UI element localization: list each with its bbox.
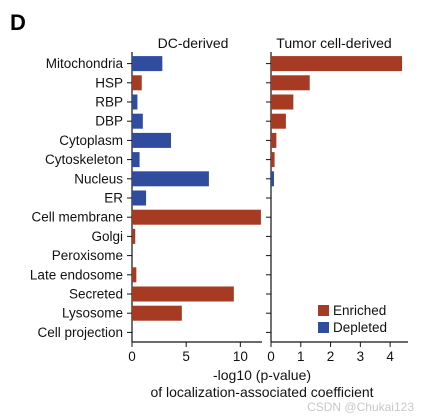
- x-tick-label: 0: [267, 349, 275, 364]
- bar-hsp: [271, 75, 310, 91]
- x-axis-label-line2: of localization-associated coefficient: [150, 384, 373, 400]
- legend-swatch-depleted: [318, 322, 329, 333]
- panel-letter: D: [10, 10, 26, 35]
- bar-cytoskeleton: [271, 152, 275, 168]
- bar-rbp: [271, 94, 294, 110]
- bar-golgi: [132, 228, 136, 244]
- x-tick-label: 4: [386, 349, 394, 364]
- legend-swatch-enriched: [318, 305, 329, 316]
- bar-hsp: [132, 75, 142, 91]
- category-labels: Mitochondria HSP RBP DBP Cytoplasm Cytoskelet…: [30, 56, 124, 340]
- watermark: CSDN @Chukai123: [307, 400, 414, 414]
- panel-2-plot: 0 1 2 3 4: [266, 52, 408, 364]
- x-axis-label-line1: -log10 (p-value): [213, 367, 311, 383]
- panel-2-title: Tumor cell-derived: [276, 35, 391, 51]
- legend: Enriched Depleted: [318, 303, 387, 335]
- category-label: Late endosome: [30, 267, 123, 282]
- x-tick-label: 2: [327, 349, 335, 364]
- category-label: RBP: [95, 95, 123, 110]
- category-label: Cell projection: [37, 325, 123, 340]
- category-label: Lysosome: [62, 306, 123, 321]
- legend-label-depleted: Depleted: [333, 320, 387, 335]
- category-label: Nucleus: [74, 171, 123, 186]
- bar-rbp: [132, 94, 138, 110]
- bar-late-endosome: [132, 267, 137, 283]
- bar-lysosome: [132, 305, 182, 321]
- category-label: DBP: [95, 114, 123, 129]
- category-label: Golgi: [91, 229, 123, 244]
- bar-cytoskeleton: [132, 152, 140, 168]
- category-label: Cytoskeleton: [45, 152, 123, 167]
- bar-cell-membrane: [132, 209, 261, 225]
- category-label: Cell membrane: [31, 210, 123, 225]
- bar-nucleus: [271, 171, 274, 187]
- bar-nucleus: [132, 171, 209, 187]
- bar-mitochondria: [271, 56, 403, 72]
- bar-mitochondria: [132, 56, 163, 72]
- category-label: Peroxisome: [52, 248, 123, 263]
- x-tick-label: 0: [128, 349, 136, 364]
- x-tick-label: 1: [297, 349, 305, 364]
- panel-1-plot: 0 5 10: [127, 52, 262, 364]
- bar-cytoplasm: [132, 132, 171, 148]
- category-label: ER: [104, 191, 123, 206]
- x-tick-label: 3: [357, 349, 365, 364]
- bar-dbp: [271, 113, 286, 129]
- bar-secreted: [132, 286, 234, 302]
- legend-label-enriched: Enriched: [333, 303, 386, 318]
- x-tick-label: 10: [233, 349, 248, 364]
- category-label: Cytoplasm: [59, 133, 123, 148]
- category-label: Secreted: [69, 287, 123, 302]
- bar-dbp: [132, 113, 143, 129]
- bar-cytoplasm: [271, 132, 277, 148]
- category-label: HSP: [95, 75, 123, 90]
- category-label: Mitochondria: [46, 56, 124, 71]
- bar-er: [132, 190, 147, 206]
- x-tick-label: 5: [182, 349, 190, 364]
- panel-1-title: DC-derived: [158, 35, 229, 51]
